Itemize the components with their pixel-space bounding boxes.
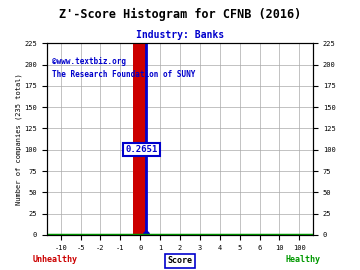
Text: Unhealthy: Unhealthy (32, 255, 77, 264)
Y-axis label: Number of companies (235 total): Number of companies (235 total) (15, 73, 22, 205)
Text: The Research Foundation of SUNY: The Research Foundation of SUNY (52, 70, 195, 79)
Text: Industry: Banks: Industry: Banks (136, 30, 224, 40)
Bar (133, 43, 147, 235)
Text: ©www.textbiz.org: ©www.textbiz.org (52, 57, 126, 66)
Text: 0.2651: 0.2651 (125, 145, 158, 154)
Text: Z'-Score Histogram for CFNB (2016): Z'-Score Histogram for CFNB (2016) (59, 8, 301, 21)
Text: Healthy: Healthy (285, 255, 320, 264)
Text: Score: Score (167, 256, 193, 265)
